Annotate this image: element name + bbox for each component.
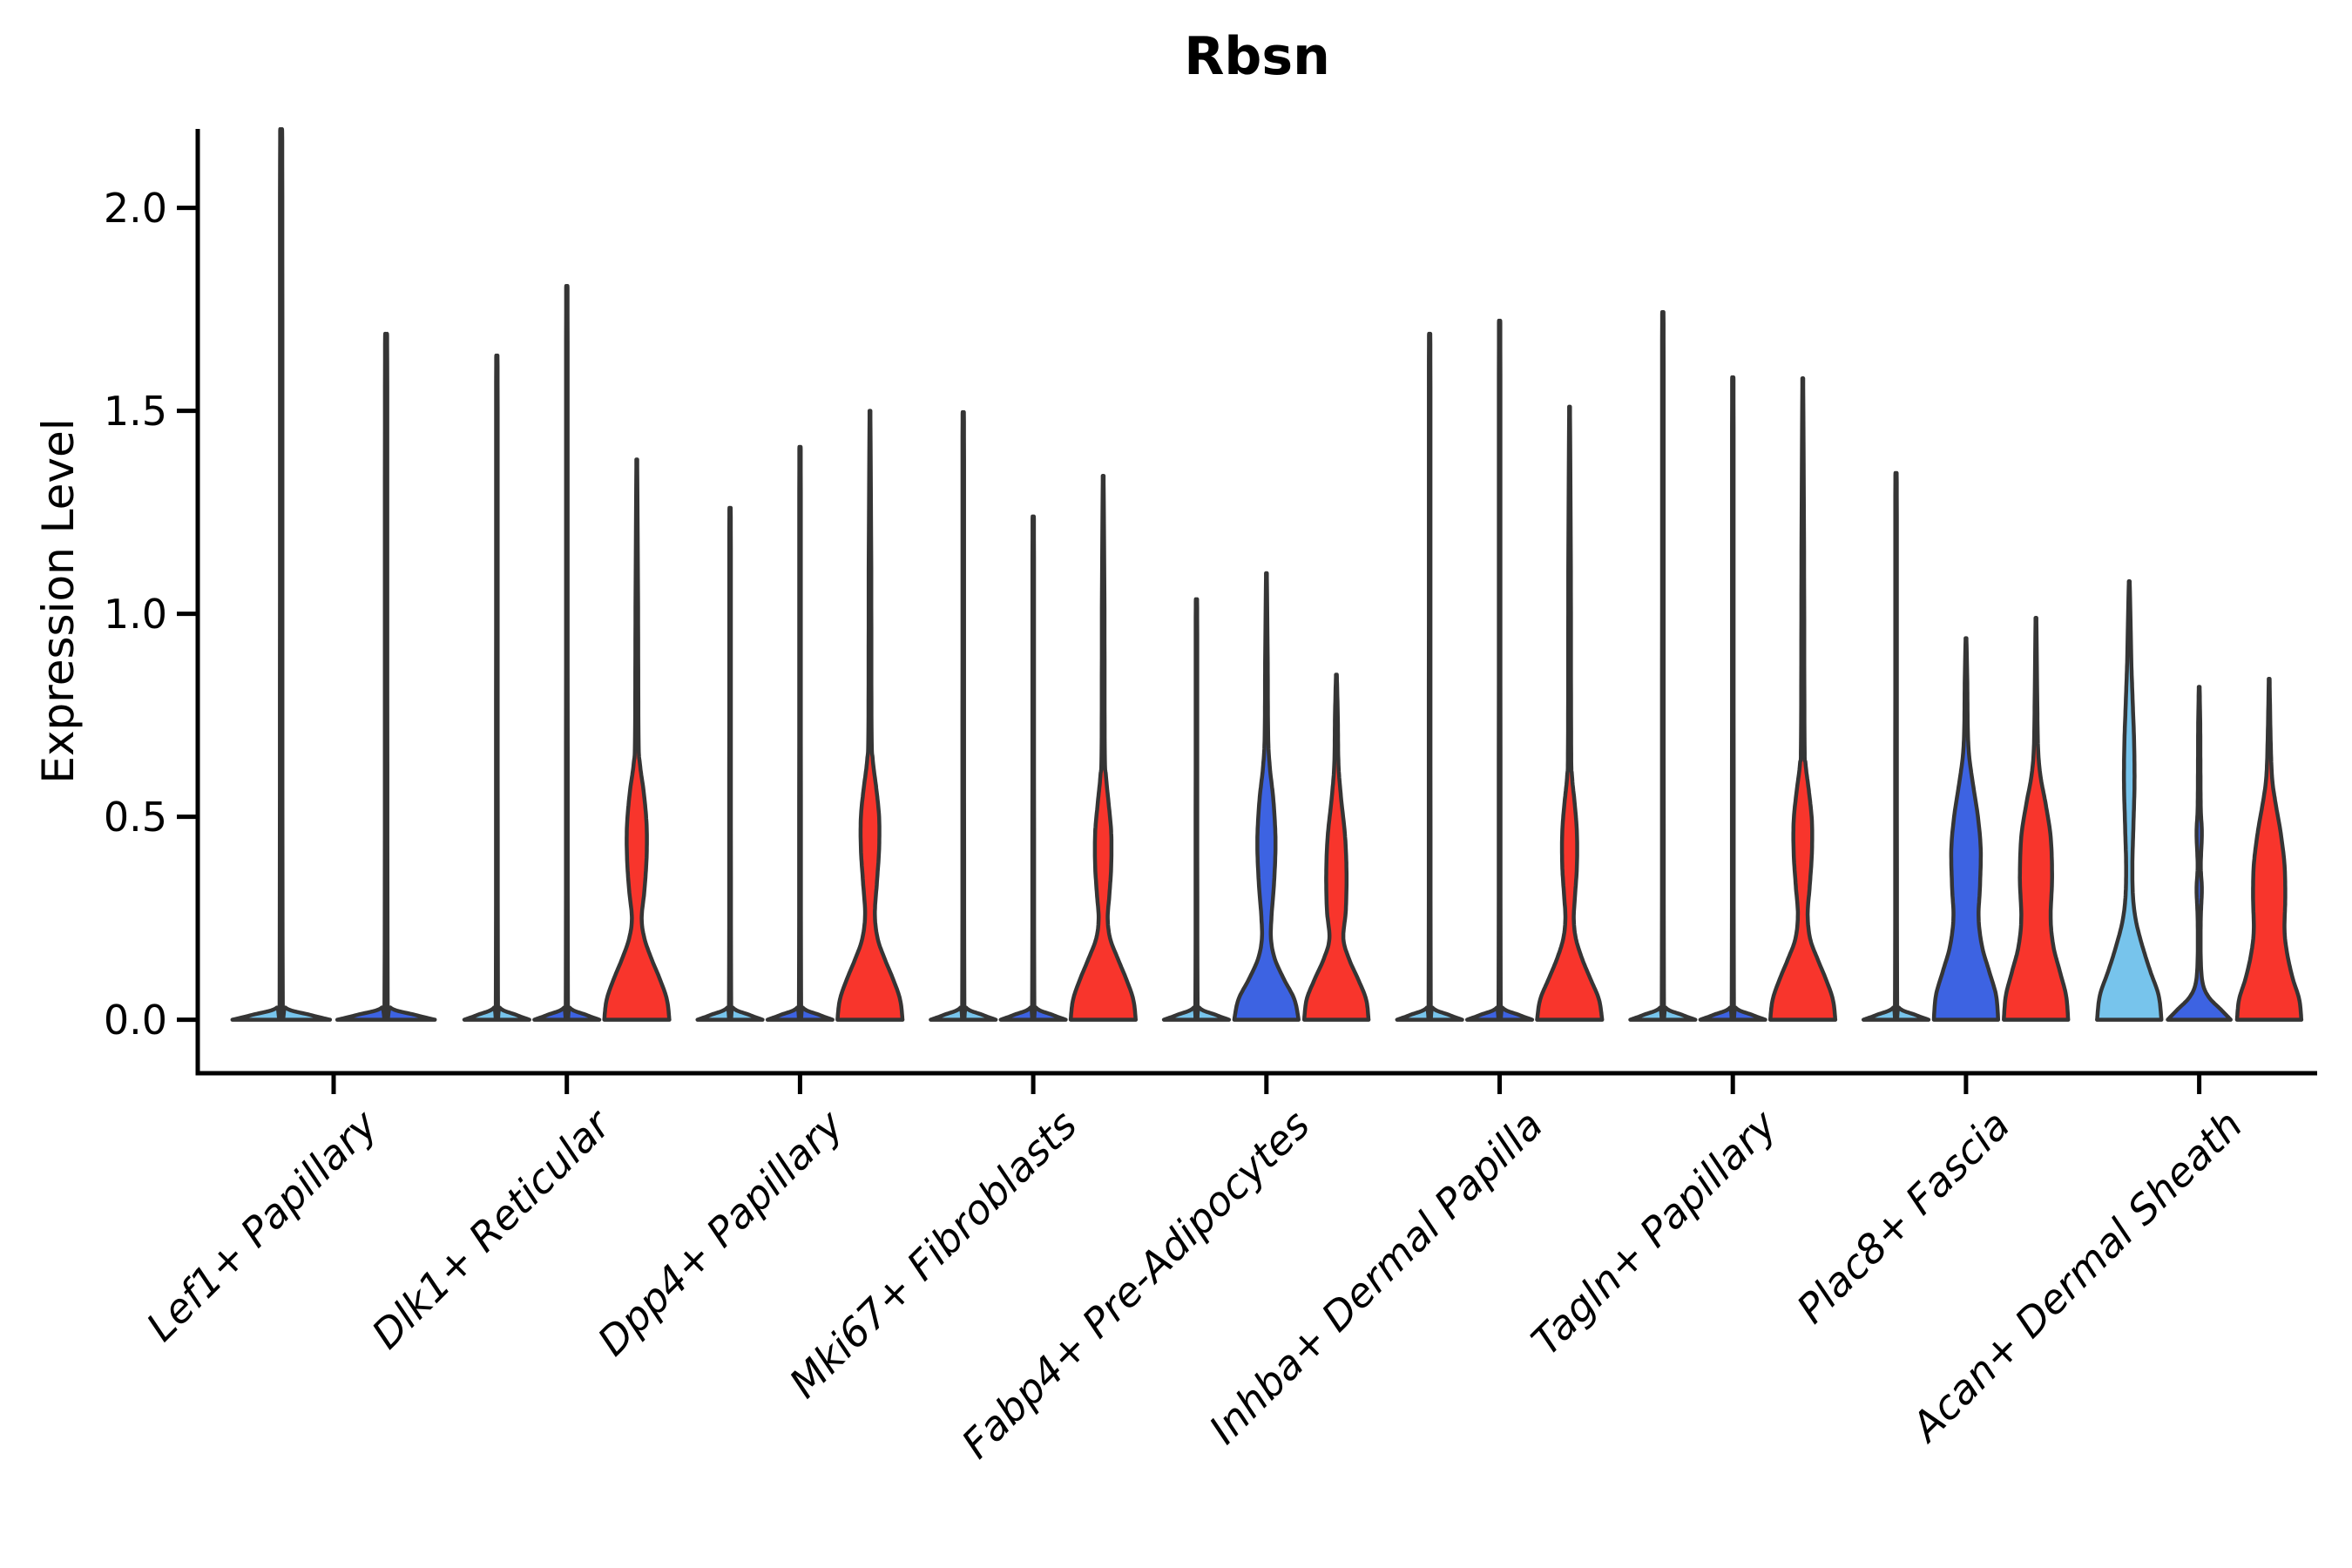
violin	[602, 457, 672, 1022]
chart-title: Rbsn	[1184, 26, 1330, 87]
y-tick-label: 0.0	[103, 996, 167, 1044]
violin	[998, 514, 1068, 1022]
violin	[695, 505, 765, 1022]
violin	[1464, 318, 1535, 1022]
violin	[2166, 685, 2233, 1022]
violin	[765, 444, 835, 1022]
violin	[835, 409, 905, 1022]
y-tick-label: 0.5	[103, 793, 167, 841]
y-tick-label: 2.0	[103, 184, 167, 232]
violin	[335, 331, 437, 1022]
violin	[532, 283, 602, 1022]
violin	[1301, 672, 1371, 1022]
violin	[1232, 571, 1301, 1022]
violin	[2002, 616, 2071, 1022]
violin	[2234, 676, 2304, 1022]
violin	[2095, 579, 2164, 1022]
violin	[1767, 376, 1838, 1022]
violin	[1395, 331, 1464, 1022]
violin	[1161, 597, 1232, 1022]
y-tick-label: 1.0	[103, 590, 167, 638]
violin	[230, 127, 333, 1022]
violin	[929, 409, 998, 1022]
violin	[1698, 375, 1767, 1022]
y-tick-label: 1.5	[103, 387, 167, 435]
violin	[462, 353, 531, 1022]
violin	[1068, 473, 1139, 1022]
violin	[1861, 470, 1931, 1022]
violin	[1628, 309, 1698, 1022]
violin	[1535, 404, 1605, 1022]
violin	[1931, 636, 2001, 1022]
